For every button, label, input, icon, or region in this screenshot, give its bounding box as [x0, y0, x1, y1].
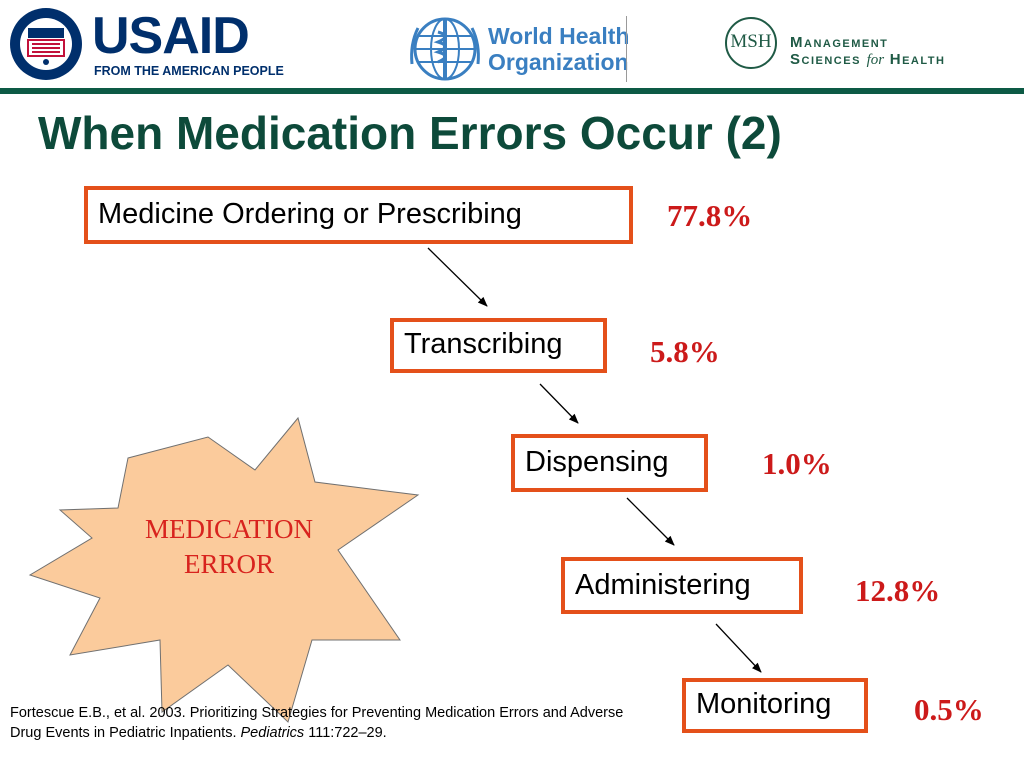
citation-journal: Pediatrics — [240, 725, 305, 741]
citation: Fortescue E.B., et al. 2003. Prioritizin… — [10, 703, 650, 743]
step-ordering-prescribing: Medicine Ordering or Prescribing — [84, 186, 633, 244]
usaid-tagline: FROM THE AMERICAN PEOPLE — [94, 64, 284, 78]
step-transcribing: Transcribing — [390, 318, 607, 373]
percent-monitoring: 0.5% — [914, 692, 984, 727]
citation-volume: 111:722–29. — [304, 725, 387, 741]
usaid-name: USAID — [92, 7, 250, 65]
who-logo: World Health Organization — [408, 14, 630, 84]
msh-abbr: MSH — [730, 31, 772, 52]
percent-dispensing: 1.0% — [762, 446, 832, 481]
usaid-logo: USAID FROM THE AMERICAN PEOPLE — [8, 6, 284, 84]
who-name-line2: Organization — [488, 49, 629, 75]
msh-line1: Management — [790, 34, 889, 51]
page-title: When Medication Errors Occur (2) — [38, 107, 782, 159]
step-administering: Administering — [561, 557, 803, 614]
percent-administering: 12.8% — [855, 573, 941, 608]
usaid-seal-icon — [10, 8, 82, 80]
citation-text: Fortescue E.B., et al. 2003. Prioritizin… — [10, 705, 624, 741]
msh-line2-health: Health — [889, 51, 946, 68]
starburst-line2: ERROR — [183, 549, 275, 579]
msh-emblem-icon — [725, 17, 777, 69]
msh-logo: MSH Management Sciences for Health — [724, 16, 994, 72]
msh-line2-for: for — [866, 52, 885, 68]
who-emblem-icon — [410, 17, 480, 81]
msh-line2-sciences: Sciences — [790, 51, 861, 68]
arrow-prescribing-to-transcribing — [427, 247, 488, 307]
header-rule — [0, 88, 1024, 94]
arrow-dispensing-to-administering — [626, 497, 675, 546]
percent-ordering-prescribing: 77.8% — [667, 198, 753, 233]
step-monitoring: Monitoring — [682, 678, 868, 733]
starburst-label: MEDICATION ERROR — [104, 512, 354, 582]
who-divider — [626, 16, 627, 82]
usaid-wordmark: USAID — [92, 7, 250, 65]
arrow-transcribing-to-dispensing — [539, 383, 579, 424]
step-dispensing: Dispensing — [511, 434, 708, 492]
starburst-line1: MEDICATION — [145, 514, 313, 544]
msh-line2: Sciences for Health — [790, 51, 945, 69]
arrow-administering-to-monitoring — [715, 623, 762, 673]
who-name-line1: World Health — [488, 23, 630, 49]
percent-transcribing: 5.8% — [650, 334, 720, 369]
